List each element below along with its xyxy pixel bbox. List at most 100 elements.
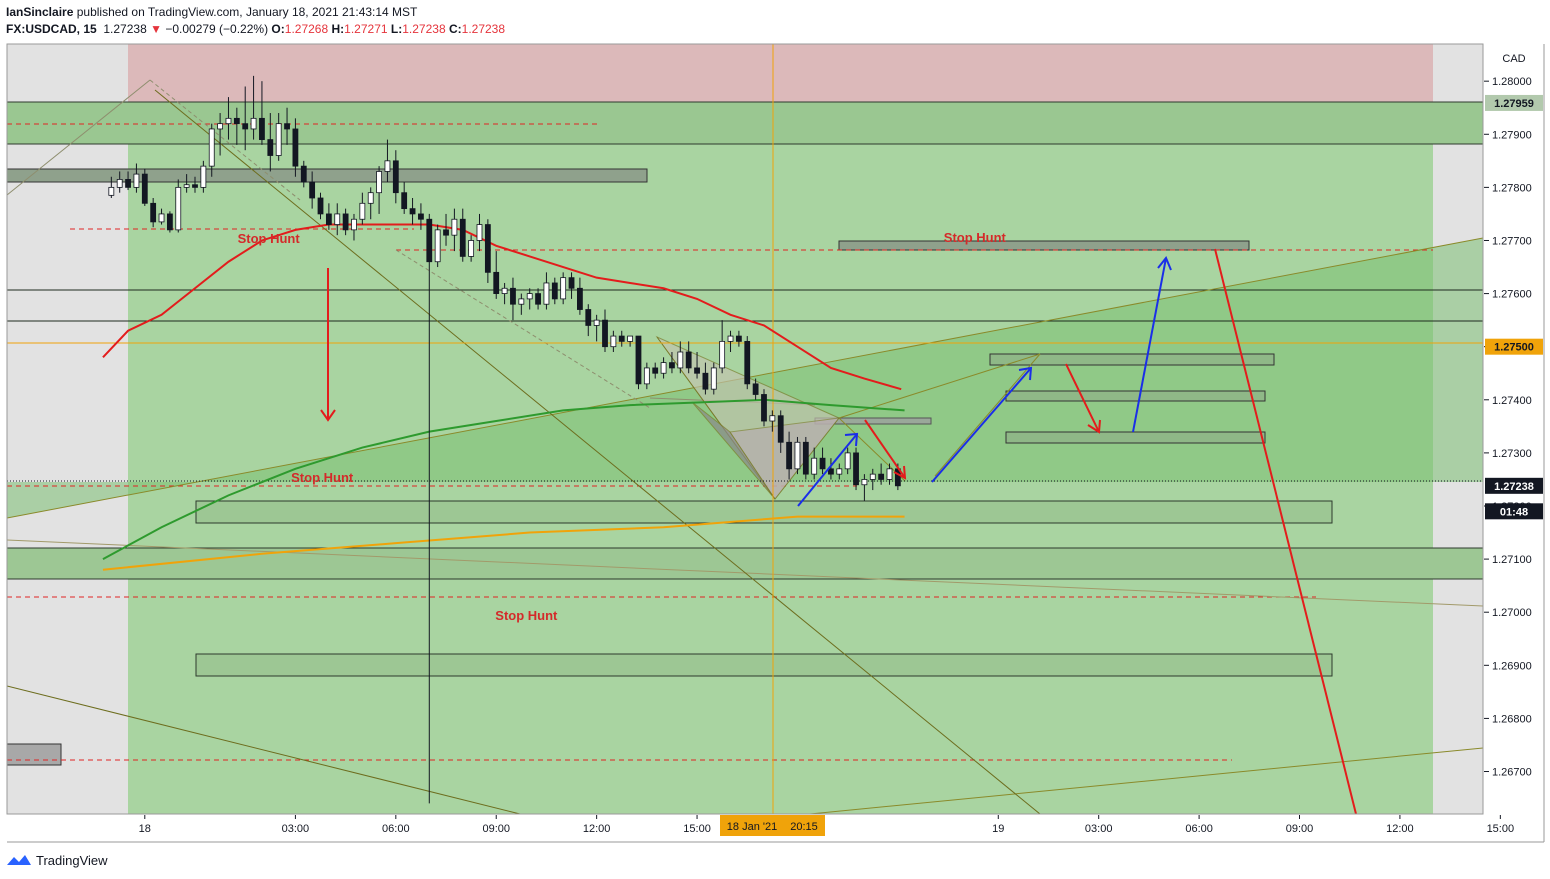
x-tick-label: 15:00 [1487,823,1515,835]
plot-area[interactable]: Stop Hunt Stop Hunt Stop Hunt Stop Hunt [7,44,1483,814]
candle-body [828,468,834,475]
candle-body [744,340,751,385]
candle-body [685,351,692,369]
last-price: 1.27238 [103,22,147,36]
x-tick-label: 09:00 [482,823,510,835]
candle-body [116,179,123,188]
up-arrow [1132,257,1167,433]
candle-body [643,367,650,385]
candle-body [367,192,374,204]
down-arrow-icon: ▼ [150,22,162,36]
candle-body [409,208,416,215]
candle-body [560,277,567,300]
x-tick-label: 15:00 [683,823,711,835]
price-axis-bg [1484,44,1544,814]
candle-body [710,367,717,390]
candle-body [133,173,140,188]
open-value: 1.27268 [284,22,329,36]
price-axis[interactable]: CAD 1.28000 1.27900 1.27800 1.27700 1.27600 1… [1484,44,1544,814]
candle-body [325,213,332,225]
x-tick-label: 06:00 [382,823,410,835]
demand-box [195,500,1333,524]
candle-body [200,165,207,188]
down-line [1214,248,1357,814]
tradingview-logo-icon [6,852,32,868]
candle-body [660,362,667,374]
down-arrow [1065,363,1100,433]
open-label: O: [271,22,285,36]
candle-body [652,367,659,374]
candle-body [811,457,818,475]
candle-body [175,186,182,231]
currency-label: CAD [1502,53,1525,65]
arrow-head [844,432,859,447]
candle-body [259,117,265,140]
crosshair-date: 18 Jan '21 [727,821,777,833]
candle-body [267,139,274,156]
ohlc-header: FX:USDCAD, 15 1.27238 ▼ −0.00279 (−0.22%… [6,22,505,36]
candle-body [735,335,742,342]
trend-line [395,249,651,409]
tradingview-footer[interactable]: TradingView [6,852,108,868]
x-tick-label: 12:00 [583,823,611,835]
target-box [989,353,1275,366]
target-box [1005,390,1266,402]
time-axis[interactable]: 1803:0006:0009:0012:0015:0018:001903:000… [7,815,1514,842]
candle-body [233,117,240,125]
candle-body [869,473,876,480]
candle-body [844,452,851,470]
trend-line [7,79,151,196]
price-badge [1485,503,1543,520]
candle-body [618,335,625,342]
candle-body [669,362,675,369]
candle-body [183,184,190,188]
price-badge [1485,338,1543,355]
y-tick-label: 1.28000 [1492,76,1532,88]
candle-body [602,319,608,348]
drawings-layer [7,44,1483,814]
candle-body [694,367,700,374]
arrow-head [893,465,907,480]
y-tick-label: 1.27300 [1492,448,1532,460]
candle-body [518,298,525,305]
candle-body [459,218,466,257]
candle-body [317,197,324,215]
old-box [7,743,62,766]
symbol-label[interactable]: FX:USDCAD, 15 [6,22,97,36]
author-name[interactable]: IanSinclaire [6,5,74,19]
target-box [838,240,1250,251]
low-value: 1.27238 [402,22,446,36]
trend-line [809,747,1483,814]
stop-hunt-label: Stop Hunt [495,608,558,623]
candle-body [727,335,734,342]
candle-body [577,287,583,310]
close-label: C: [448,22,462,36]
moving-average-line [102,223,902,391]
candle-body [166,213,173,231]
up-arrow [797,433,858,507]
candle-body [593,319,600,326]
candle-body [242,123,249,130]
candle-body [426,218,433,263]
candle-body [836,468,843,475]
y-tick-label: 1.27400 [1492,395,1532,407]
candle-body [702,372,709,390]
support-box [7,547,1483,580]
candle-body [819,457,826,470]
candle-body [208,128,215,167]
candle-body [802,441,809,475]
y-tick-label: 1.27800 [1492,182,1532,194]
moving-average-line [102,515,905,571]
price-badge-label: 1.27238 [1494,481,1534,493]
candle-body [250,117,257,130]
price-badge-label: 1.27959 [1494,98,1534,110]
candle-body [627,335,634,342]
candle-body [292,128,299,167]
candle-body [551,282,558,300]
x-tick-label: 09:00 [1286,823,1314,835]
stop-hunt-label: Stop Hunt [291,470,354,485]
y-tick-label: 1.26900 [1492,660,1532,672]
x-tick-label: 12:00 [1386,823,1414,835]
arrow-head [1087,419,1101,434]
